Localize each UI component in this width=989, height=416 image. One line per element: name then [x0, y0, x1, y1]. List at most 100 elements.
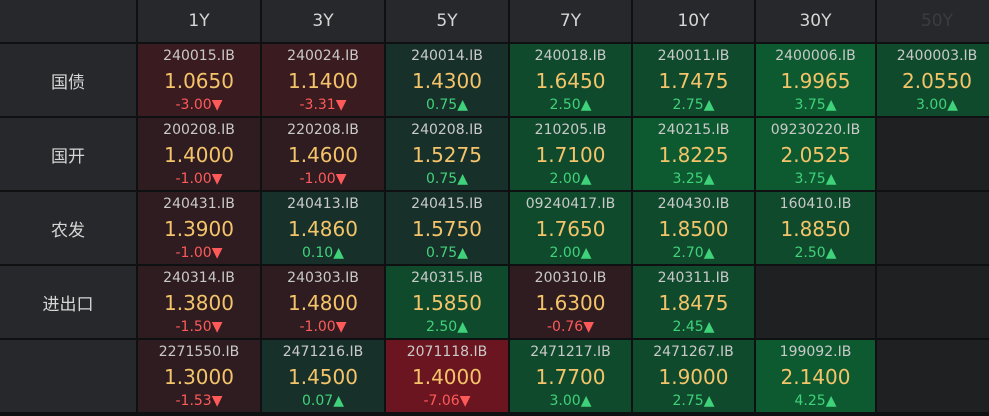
- quote-cell[interactable]: 2471217.IB 1.7700 3.00▲: [510, 340, 631, 412]
- tenor-header-1y[interactable]: 1Y: [138, 0, 260, 42]
- quote-cell[interactable]: 240215.IB 1.8225 3.25▲: [633, 118, 754, 190]
- quote-cell[interactable]: 240018.IB 1.6450 2.50▲: [510, 44, 631, 116]
- change-value: -7.06: [423, 393, 460, 409]
- quote-cell[interactable]: 2071118.IB 1.4000 -7.06▼: [386, 340, 508, 412]
- arrow-up-icon: ▲: [457, 171, 468, 187]
- change-value: 0.75: [426, 97, 458, 113]
- quote-cell[interactable]: 240311.IB 1.8475 2.45▲: [633, 266, 754, 338]
- bond-code: 09230220.IB: [770, 122, 861, 138]
- yield-change: -1.00▼: [299, 171, 346, 187]
- tenor-header-50y[interactable]: 50Y: [877, 0, 989, 42]
- quote-cell[interactable]: 240431.IB 1.3900 -1.00▼: [138, 192, 260, 264]
- bond-code: 240011.IB: [657, 48, 730, 64]
- quote-cell[interactable]: 09240417.IB 1.7650 2.00▲: [510, 192, 631, 264]
- quote-cell[interactable]: 2271550.IB 1.3000 -1.53▼: [138, 340, 260, 412]
- quote-cell[interactable]: 2471267.IB 1.9000 2.75▲: [633, 340, 754, 412]
- yield-value: 1.4500: [288, 364, 358, 389]
- bond-code: 240431.IB: [163, 196, 235, 212]
- bond-code: 2400006.IB: [775, 48, 856, 64]
- arrow-down-icon: ▼: [459, 393, 471, 409]
- quote-cell[interactable]: 200208.IB 1.4000 -1.00▼: [138, 118, 260, 190]
- change-value: 2.45: [672, 319, 704, 335]
- yield-value: 1.6450: [535, 68, 606, 93]
- arrow-up-icon: ▲: [457, 319, 468, 335]
- quote-cell[interactable]: 240011.IB 1.7475 2.75▲: [633, 44, 754, 116]
- arrow-up-icon: ▲: [947, 97, 958, 113]
- yield-change: -3.00▼: [175, 97, 222, 113]
- change-value: -1.00: [175, 245, 212, 261]
- change-value: -1.00: [299, 319, 336, 335]
- quote-cell[interactable]: 2471216.IB 1.4500 0.07▲: [262, 340, 384, 412]
- bond-code: 200208.IB: [163, 122, 235, 138]
- yield-change: 0.75▲: [426, 171, 468, 187]
- arrow-up-icon: ▲: [580, 97, 592, 113]
- change-value: 0.10: [302, 245, 334, 261]
- change-value: 2.70: [672, 245, 704, 261]
- quote-cell[interactable]: 240208.IB 1.5275 0.75▲: [386, 118, 508, 190]
- change-value: 2.75: [672, 393, 704, 409]
- yield-value: 1.4000: [164, 142, 234, 167]
- quote-cell[interactable]: 240315.IB 1.5850 2.50▲: [386, 266, 508, 338]
- tenor-header-5y[interactable]: 5Y: [386, 0, 508, 42]
- yield-value: 2.1400: [780, 364, 851, 389]
- row-label: [0, 340, 136, 412]
- yield-value: 1.4860: [288, 216, 358, 241]
- arrow-down-icon: ▼: [211, 97, 223, 113]
- arrow-up-icon: ▲: [825, 393, 837, 409]
- quote-cell[interactable]: 240024.IB 1.1400 -3.31▼: [262, 44, 384, 116]
- bond-code: 240015.IB: [163, 48, 235, 64]
- bond-code: 240303.IB: [287, 270, 359, 286]
- tenor-header-7y[interactable]: 7Y: [510, 0, 631, 42]
- yield-change: 3.75▲: [795, 171, 837, 187]
- quote-cell[interactable]: 240415.IB 1.5750 0.75▲: [386, 192, 508, 264]
- change-value: -1.00: [175, 171, 212, 187]
- quote-cell[interactable]: 240430.IB 1.8500 2.70▲: [633, 192, 754, 264]
- change-value: -3.00: [175, 97, 212, 113]
- bond-code: 240018.IB: [534, 48, 607, 64]
- quote-cell[interactable]: 199092.IB 2.1400 4.25▲: [756, 340, 875, 412]
- quote-cell[interactable]: 160410.IB 1.8850 2.50▲: [756, 192, 875, 264]
- bond-code: 2271550.IB: [158, 344, 240, 360]
- quote-cell[interactable]: 240015.IB 1.0650 -3.00▼: [138, 44, 260, 116]
- yield-value: 1.4000: [412, 364, 482, 389]
- yield-change: 0.75▲: [426, 97, 468, 113]
- arrow-down-icon: ▼: [211, 393, 223, 409]
- change-value: 2.50: [549, 97, 581, 113]
- quote-cell[interactable]: 2400003.IB 2.0550 3.00▲: [877, 44, 989, 116]
- yield-value: 1.9965: [780, 68, 851, 93]
- quote-cell[interactable]: 2400006.IB 1.9965 3.75▲: [756, 44, 875, 116]
- bond-code: 2400003.IB: [896, 48, 978, 64]
- change-value: 3.25: [672, 171, 704, 187]
- yield-value: 2.0525: [780, 142, 851, 167]
- yield-value: 1.4800: [288, 290, 358, 315]
- change-value: 2.00: [549, 171, 581, 187]
- yield-change: 3.75▲: [795, 97, 837, 113]
- yield-change: -1.00▼: [175, 171, 222, 187]
- quote-cell[interactable]: 210205.IB 1.7100 2.00▲: [510, 118, 631, 190]
- quote-cell[interactable]: 240413.IB 1.4860 0.10▲: [262, 192, 384, 264]
- arrow-up-icon: ▲: [580, 171, 592, 187]
- arrow-down-icon: ▼: [335, 319, 347, 335]
- arrow-up-icon: ▲: [457, 245, 468, 261]
- arrow-up-icon: ▲: [703, 319, 715, 335]
- arrow-up-icon: ▲: [580, 245, 592, 261]
- yield-change: -1.00▼: [175, 245, 222, 261]
- tenor-header-10y[interactable]: 10Y: [633, 0, 754, 42]
- quote-cell[interactable]: 240303.IB 1.4800 -1.00▼: [262, 266, 384, 338]
- bond-code: 220208.IB: [287, 122, 359, 138]
- quote-cell[interactable]: 240314.IB 1.3800 -1.50▼: [138, 266, 260, 338]
- yield-change: 0.07▲: [302, 393, 344, 409]
- change-value: -1.53: [175, 393, 212, 409]
- bond-code: 240314.IB: [163, 270, 235, 286]
- quote-cell[interactable]: 09230220.IB 2.0525 3.75▲: [756, 118, 875, 190]
- quote-cell[interactable]: 220208.IB 1.4600 -1.00▼: [262, 118, 384, 190]
- empty-cell: [756, 266, 875, 338]
- change-value: 3.75: [794, 97, 826, 113]
- quote-cell[interactable]: 240014.IB 1.4300 0.75▲: [386, 44, 508, 116]
- yield-change: -1.53▼: [175, 393, 222, 409]
- tenor-header-3y[interactable]: 3Y: [262, 0, 384, 42]
- tenor-header-30y[interactable]: 30Y: [756, 0, 875, 42]
- row-label: 进出口: [0, 266, 136, 338]
- change-value: 3.75: [794, 171, 826, 187]
- quote-cell[interactable]: 200310.IB 1.6300 -0.76▼: [510, 266, 631, 338]
